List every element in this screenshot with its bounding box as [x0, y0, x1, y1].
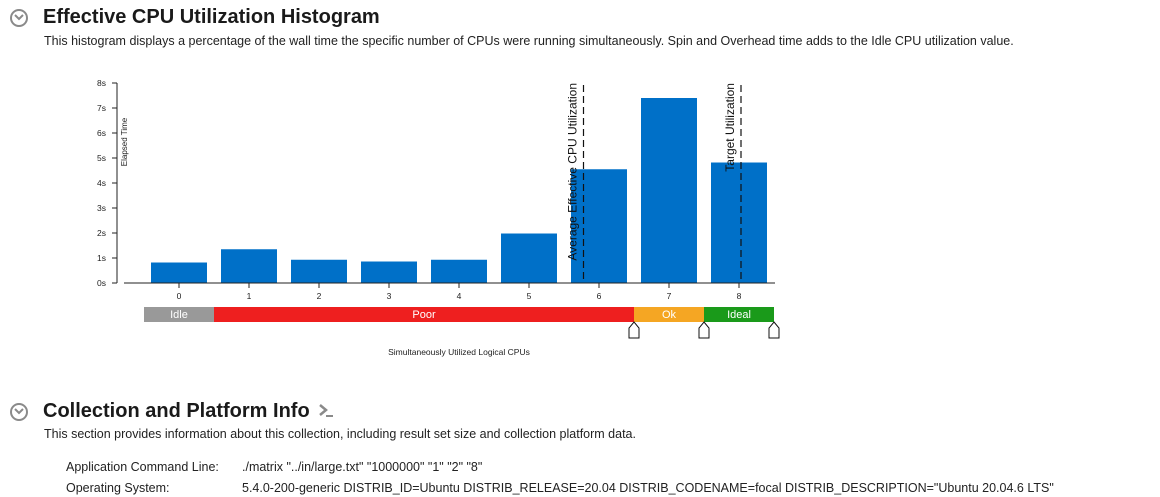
x-tick-label: 2 — [317, 291, 322, 301]
histogram-bar — [221, 249, 277, 283]
info-value: 5.4.0-200-generic DISTRIB_ID=Ubuntu DIST… — [242, 481, 1054, 495]
y-tick-label: 6s — [97, 128, 106, 138]
y-tick-label: 0s — [97, 278, 106, 288]
histogram-title: Effective CPU Utilization Histogram — [43, 6, 380, 28]
histogram-bar — [571, 169, 627, 283]
y-axis-label: Elapsed Time — [120, 117, 129, 166]
threshold-handle — [698, 321, 710, 339]
x-tick-label: 5 — [527, 291, 532, 301]
cpu-utilization-histogram: Elapsed Time 0s 1s 2s 3s 4s 5s 6s 7s 8s 0 1 2 3 4 5 6 7… — [97, 78, 780, 357]
info-label: Operating System: — [66, 481, 170, 495]
band-label: Poor — [412, 309, 436, 321]
info-value: ./matrix "../in/large.txt" "1000000" "1"… — [242, 460, 483, 474]
histogram-bar — [291, 259, 347, 283]
collapse-toggle-icon[interactable] — [10, 402, 28, 421]
utilization-band — [704, 307, 774, 322]
y-tick-label: 1s — [97, 253, 106, 263]
x-tick-label: 8 — [737, 291, 742, 301]
histogram-bar — [501, 233, 557, 283]
info-row-operating-system: Operating System: 5.4.0-200-generic DIST… — [66, 481, 1054, 495]
y-tick-label: 8s — [97, 78, 106, 88]
x-tick-label: 3 — [387, 291, 392, 301]
x-tick-label: 4 — [457, 291, 462, 301]
utilization-band — [214, 307, 634, 322]
marker-label: Target Utilization — [723, 83, 737, 172]
marker-label: Average Effective CPU Utilization — [566, 83, 580, 261]
info-label: Application Command Line: — [66, 460, 219, 474]
histogram-bar — [361, 261, 417, 283]
histogram-description: This histogram displays a percentage of … — [44, 34, 1014, 48]
y-tick-label: 7s — [97, 103, 106, 113]
collapse-toggle-icon[interactable] — [10, 8, 28, 27]
threshold-handle — [768, 321, 780, 339]
y-tick-label: 4s — [97, 178, 106, 188]
histogram-bar — [151, 262, 207, 283]
collection-title: Collection and Platform Info — [43, 400, 310, 422]
info-row-command-line: Application Command Line: ./matrix "../i… — [66, 460, 482, 474]
x-tick-label: 7 — [667, 291, 672, 301]
histogram-bar — [431, 259, 487, 283]
band-label: Ideal — [727, 309, 751, 321]
terminal-icon[interactable] — [318, 401, 334, 422]
histogram-section-header: Effective CPU Utilization Histogram — [10, 6, 380, 29]
histogram-bar — [711, 162, 767, 283]
utilization-band — [144, 307, 214, 322]
x-tick-label: 1 — [247, 291, 252, 301]
x-tick-label: 0 — [177, 291, 182, 301]
y-tick-label: 3s — [97, 203, 106, 213]
y-tick-label: 2s — [97, 228, 106, 238]
x-tick-label: 6 — [597, 291, 602, 301]
histogram-bar — [641, 98, 697, 283]
y-tick-label: 5s — [97, 153, 106, 163]
utilization-band — [634, 307, 704, 322]
collection-section-header: Collection and Platform Info — [10, 400, 334, 423]
collection-description: This section provides information about … — [44, 427, 636, 441]
threshold-handle — [628, 321, 640, 339]
x-axis-label: Simultaneously Utilized Logical CPUs — [388, 347, 530, 357]
band-label: Ok — [662, 309, 677, 321]
band-label: Idle — [170, 309, 188, 321]
